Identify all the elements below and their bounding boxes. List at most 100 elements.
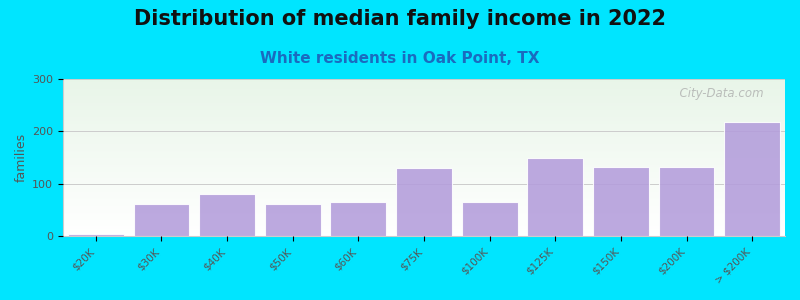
Bar <box>63 80 785 81</box>
Bar <box>63 175 785 176</box>
Bar <box>63 130 785 131</box>
Bar <box>63 197 785 198</box>
Y-axis label: families: families <box>15 133 28 182</box>
Bar <box>63 187 785 188</box>
Bar <box>63 145 785 146</box>
Bar <box>63 109 785 110</box>
Bar <box>63 206 785 207</box>
Bar <box>63 209 785 210</box>
Bar <box>63 160 785 161</box>
Bar <box>63 161 785 162</box>
Bar <box>63 216 785 217</box>
Bar <box>63 135 785 136</box>
Bar <box>63 169 785 170</box>
Bar <box>63 119 785 120</box>
Bar <box>68 234 124 236</box>
Bar <box>63 123 785 124</box>
Bar <box>63 112 785 113</box>
Bar <box>63 132 785 133</box>
Bar <box>63 137 785 138</box>
Text: White residents in Oak Point, TX: White residents in Oak Point, TX <box>260 51 540 66</box>
Bar <box>63 147 785 148</box>
Bar <box>63 131 785 132</box>
Bar <box>63 121 785 122</box>
Bar <box>63 181 785 182</box>
Bar <box>63 102 785 103</box>
Bar <box>63 169 785 170</box>
Bar <box>63 222 785 223</box>
Bar <box>63 193 785 194</box>
Bar <box>63 142 785 143</box>
Bar <box>63 191 785 192</box>
Bar <box>63 208 785 209</box>
Bar <box>63 149 785 150</box>
Bar <box>63 143 785 144</box>
Bar <box>63 110 785 111</box>
Bar <box>63 188 785 189</box>
Bar <box>63 230 785 231</box>
Bar <box>63 115 785 116</box>
Bar <box>199 194 255 236</box>
Bar <box>63 180 785 181</box>
Bar <box>63 164 785 165</box>
Bar <box>63 81 785 82</box>
Bar <box>63 177 785 178</box>
Bar <box>63 166 785 167</box>
Bar <box>63 190 785 191</box>
Bar <box>63 124 785 125</box>
Bar <box>63 136 785 137</box>
Bar <box>63 217 785 218</box>
Bar <box>63 227 785 228</box>
Bar <box>63 205 785 206</box>
Bar <box>63 139 785 140</box>
Bar <box>63 144 785 145</box>
Bar <box>63 195 785 196</box>
Bar <box>63 196 785 197</box>
Bar <box>63 176 785 177</box>
Bar <box>63 183 785 184</box>
Bar <box>63 189 785 190</box>
Bar <box>63 156 785 157</box>
Bar <box>63 141 785 142</box>
Bar <box>63 84 785 85</box>
Bar <box>63 232 785 233</box>
Bar <box>63 100 785 101</box>
Bar <box>63 108 785 109</box>
Bar <box>134 204 190 236</box>
Bar <box>63 128 785 129</box>
Bar <box>63 219 785 220</box>
Bar <box>63 231 785 232</box>
Bar <box>63 155 785 156</box>
Bar <box>63 173 785 174</box>
Bar <box>63 184 785 185</box>
Bar <box>63 198 785 199</box>
Bar <box>63 106 785 107</box>
Bar <box>63 107 785 108</box>
Bar <box>63 101 785 102</box>
Bar <box>63 172 785 173</box>
Bar <box>63 170 785 171</box>
Bar <box>63 179 785 180</box>
Bar <box>63 154 785 155</box>
Bar <box>63 204 785 205</box>
Bar <box>63 182 785 183</box>
Bar <box>63 140 785 141</box>
Bar <box>330 202 386 236</box>
Bar <box>63 82 785 83</box>
Bar <box>63 214 785 215</box>
Bar <box>63 150 785 151</box>
Bar <box>63 114 785 115</box>
Bar <box>63 122 785 123</box>
Bar <box>63 96 785 97</box>
Bar <box>63 87 785 88</box>
Bar <box>63 223 785 224</box>
Bar <box>63 120 785 121</box>
Bar <box>63 127 785 128</box>
Bar <box>63 213 785 214</box>
Bar <box>63 134 785 135</box>
Bar <box>63 211 785 212</box>
Bar <box>63 202 785 203</box>
Bar <box>63 234 785 235</box>
Text: Distribution of median family income in 2022: Distribution of median family income in … <box>134 9 666 29</box>
Bar <box>63 92 785 93</box>
